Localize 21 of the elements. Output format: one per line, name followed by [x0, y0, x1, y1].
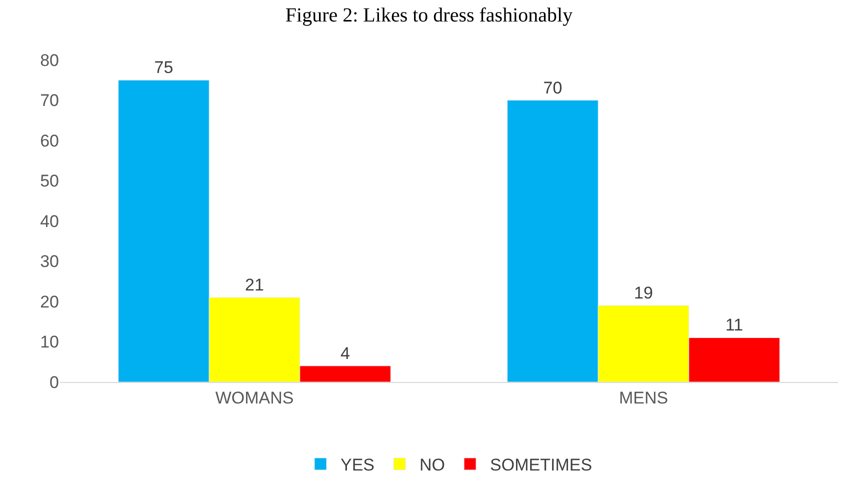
data-label: 19 — [634, 284, 653, 303]
legend-label: YES — [340, 456, 375, 475]
data-label: 4 — [340, 344, 350, 363]
x-tick-label: WOMANS — [215, 388, 294, 408]
data-label: 70 — [543, 78, 562, 98]
data-label: 75 — [154, 58, 174, 78]
y-tick-label: 0 — [50, 372, 59, 392]
y-tick-label: 50 — [40, 172, 59, 191]
legend-label: NO — [420, 456, 446, 475]
y-tick-label: 60 — [40, 131, 59, 150]
data-label: 21 — [245, 275, 264, 294]
y-tick-label: 10 — [40, 332, 59, 352]
y-tick-label: 70 — [40, 91, 59, 110]
y-tick-label: 30 — [40, 252, 59, 272]
data-label: 11 — [725, 316, 744, 335]
y-tick-label: 40 — [40, 212, 59, 231]
y-tick-label: 80 — [40, 50, 59, 70]
y-tick-label: 20 — [40, 292, 59, 312]
x-tick-label: MENS — [618, 388, 668, 408]
legend-label: SOMETIMES — [490, 456, 592, 475]
chart-title: Figure 2: Likes to dress fashionably — [285, 4, 573, 26]
